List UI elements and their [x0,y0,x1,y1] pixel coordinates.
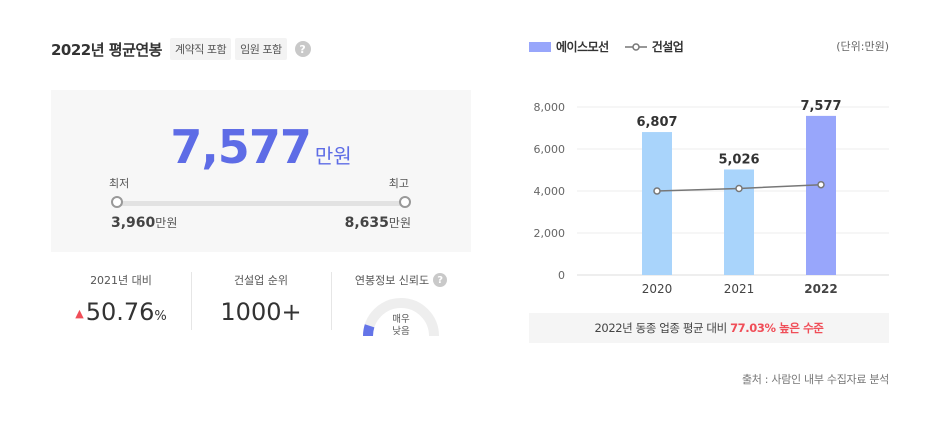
reliability-label-row: 연봉정보 신뢰도 ? [331,272,471,288]
bar-value-label: 6,807 [636,115,677,130]
y-tick-label: 6,000 [534,143,566,156]
rank-value: 1000+ [220,298,302,326]
yoy-stat-value: ▲50.76% [51,298,191,326]
salary-range-track [117,201,405,206]
comparison-summary: 2022년 동종 업종 평균 대비 77.03% 높은 수준 [529,313,889,343]
bar-value-label: 5,026 [718,152,759,167]
x-tick-label: 2021 [724,282,755,296]
industry-point [735,184,743,193]
x-tick-label: 2022 [804,282,837,296]
bar [642,132,672,275]
yoy-label: 2021년 대비 [90,274,152,287]
industry-rank-stat: 건설업 순위 1000+ [191,268,331,326]
stats-row: 2021년 대비 ▲50.76% 건설업 순위 1000+ 연봉정보 신뢰도 ?… [51,268,471,338]
max-range-dot [399,196,411,208]
industry-point [653,187,661,195]
average-salary-box: 7,577 만원 최저 최고 3,960만원 8,635만원 [51,90,471,252]
salary-chart: 0 2,000 4,000 6,000 8,000 6,807 2020 5,026 2021 7… [534,99,889,296]
max-salary: 8,635만원 [345,214,411,231]
max-label: 최고 [388,177,409,190]
stat-divider [191,272,192,330]
chart-legend: 에이스모선 건설업 [529,38,684,55]
page-title: 2022년 평균연봉 [51,40,162,59]
chart-panel: 에이스모선 건설업 (단위:만원) 0 2,000 4,000 6,000 8,000 6… [529,0,889,432]
y-tick-label: 2,000 [534,227,566,240]
bar [806,115,836,275]
rank-label: 건설업 순위 [233,274,289,287]
salary-panel: 2022년 평균연봉 계약직 포함 임원 포함 ? 7,577 만원 최저 최고 … [51,0,471,432]
min-salary-unit: 만원 [155,216,178,230]
industry-legend-icon [624,42,647,51]
company-legend-label: 에이스모선 [556,40,609,54]
title-row: 2022년 평균연봉 계약직 포함 임원 포함 ? [51,38,311,60]
reliability-text-line1: 매우 [392,314,410,325]
summary-prefix: 2022년 동종 업종 평균 대비 [594,321,727,335]
yoy-value: 50.76 [85,298,155,326]
x-tick-label: 2020 [642,282,673,296]
industry-point [817,180,825,189]
average-salary-unit: 만원 [314,144,352,168]
reliability-stat: 연봉정보 신뢰도 ? 매우 낮음 [331,268,471,342]
stat-divider [331,272,332,330]
max-salary-unit: 만원 [388,216,411,230]
source-note: 출처 : 사람인 내부 수집자료 분석 [741,373,889,386]
reliability-text-line2: 낮음 [392,326,410,337]
unit-note: (단위:만원) [836,40,889,53]
min-salary: 3,960만원 [111,214,177,231]
reliability-gauge: 매우 낮음 [362,298,439,337]
gauge-fill [362,324,375,337]
average-salary-value: 7,577 [170,120,312,174]
company-legend-swatch [529,41,551,52]
industry-legend-label: 건설업 [651,40,684,54]
reliability-label: 연봉정보 신뢰도 [354,274,430,287]
help-icon[interactable]: ? [294,41,311,57]
contract-included-tag: 계약직 포함 [169,38,232,60]
y-tick-label: 0 [558,269,565,282]
average-salary: 7,577 만원 [51,120,471,174]
gauge-track [363,298,439,337]
up-arrow-icon: ▲ [75,306,84,320]
yoy-stat: 2021년 대비 ▲50.76% [51,268,191,326]
min-range-dot [111,196,123,208]
bar-value-label: 7,577 [800,99,841,114]
max-salary-value: 8,635 [344,215,389,231]
reliability-help-icon[interactable]: ? [433,273,448,287]
y-tick-label: 4,000 [534,185,566,198]
min-salary-value: 3,960 [111,215,156,231]
y-tick-label: 8,000 [534,101,566,114]
summary-highlight: 77.03% 높은 수준 [730,321,824,335]
executive-included-tag: 임원 포함 [235,38,287,60]
yoy-unit: % [154,309,167,324]
min-label: 최저 [109,177,130,190]
